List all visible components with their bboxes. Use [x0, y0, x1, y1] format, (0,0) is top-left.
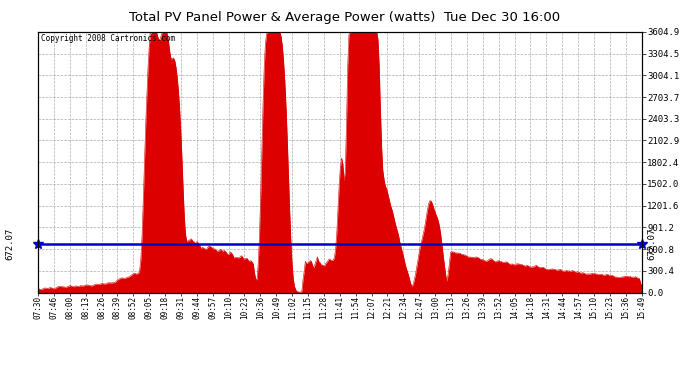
Text: 672.07: 672.07	[6, 228, 14, 260]
Text: 672.07: 672.07	[647, 228, 656, 260]
Text: Total PV Panel Power & Average Power (watts)  Tue Dec 30 16:00: Total PV Panel Power & Average Power (wa…	[130, 11, 560, 24]
Text: Copyright 2008 Cartronics.com: Copyright 2008 Cartronics.com	[41, 34, 175, 44]
